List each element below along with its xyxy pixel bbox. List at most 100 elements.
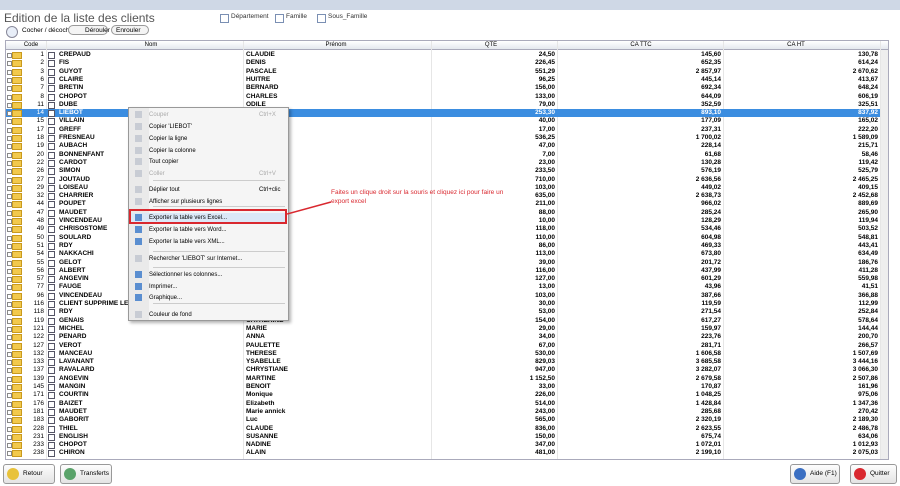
check-icon[interactable]: [6, 26, 18, 38]
table-row[interactable]: 55 GELOT 39,00 201,72 186,76: [6, 259, 880, 267]
table-row[interactable]: 118 RDY 53,00 271,54 252,84: [6, 308, 880, 317]
firstname-cell: YSABELLE: [246, 358, 281, 366]
filter-checkbox[interactable]: [220, 14, 229, 23]
table-row[interactable]: 116 CLIENT SUPPRIME LE 14-0 30,00 119,59 112…: [6, 300, 880, 308]
table-row[interactable]: 145 MANGIN BENOIT 33,00 170,87 161,96: [6, 383, 880, 391]
table-row[interactable]: 11 DUBE ODILE 79,00 352,59 325,51: [6, 101, 880, 109]
table-row[interactable]: 228 THIEL CLAUDE 836,00 2 623,55 2 486,78: [6, 425, 880, 433]
folder-icon: [12, 251, 22, 259]
footer-button[interactable]: Aide (F1): [790, 464, 840, 484]
table-row[interactable]: 1 CREPAUD CLAUDIE 24,50 145,60 130,78: [6, 51, 880, 59]
menu-item[interactable]: Déplier tout: [149, 187, 180, 193]
filter-label[interactable]: Département: [231, 13, 269, 20]
table-row[interactable]: 96 VINCENDEAU 103,00 387,66 366,88: [6, 292, 880, 300]
table-row[interactable]: 133 LAVANANT YSABELLE 829,03 3 685,58 3 444,1…: [6, 358, 880, 367]
header-bar: [6, 41, 888, 50]
filter-checkbox[interactable]: [317, 14, 326, 23]
table-row[interactable]: 183 GABORIT Luc 565,00 2 320,19 2 189,30: [6, 416, 880, 425]
table-row[interactable]: 44 POUPET 211,00 966,02 889,69: [6, 200, 880, 209]
table-row[interactable]: 171 COURTIN Monique 226,00 1 048,25 975,06: [6, 391, 880, 400]
table-row[interactable]: 3 GUYOT PASCALE 551,29 2 857,97 2 670,62: [6, 68, 880, 76]
menu-item[interactable]: Exporter la table vers Excel...: [149, 215, 228, 221]
menu-item[interactable]: Exporter la table vers Word...: [149, 227, 227, 233]
expand-button[interactable]: Dérouler: [68, 25, 110, 35]
menu-icon: [135, 255, 142, 262]
name-cell: BAIZET: [59, 399, 83, 407]
table-row[interactable]: 17 GREFF 17,00 237,31 222,20: [6, 126, 880, 134]
collapse-button[interactable]: Enrouler: [111, 25, 149, 35]
number-cell: 128,29: [701, 217, 721, 224]
table-row[interactable]: 233 CHOPOT NADINE 347,00 1 072,01 1 012,93: [6, 441, 880, 450]
table-row[interactable]: 127 VEROT PAULETTE 67,00 281,71 266,57: [6, 342, 880, 350]
table-row[interactable]: 56 ALBERT 116,00 437,99 411,28: [6, 267, 880, 275]
table-row[interactable]: 132 MANCEAU THERESE 530,00 1 606,58 1 507,69: [6, 350, 880, 358]
menu-item[interactable]: Couleur de fond: [149, 312, 192, 318]
filter-checkbox[interactable]: [275, 14, 284, 23]
table-row[interactable]: 6 CLAIRE HUITRE 96,25 445,14 413,67: [6, 76, 880, 84]
table-row[interactable]: 20 BONNENFANT 7,00 61,68 58,46: [6, 151, 880, 159]
menu-item[interactable]: Imprimer...: [149, 284, 178, 290]
column-header[interactable]: Prénom: [325, 42, 347, 48]
number-cell: 159,97: [701, 324, 721, 332]
table-row[interactable]: 22 CARDOT 23,00 130,28 119,42: [6, 159, 880, 167]
folder-icon: [12, 151, 22, 159]
menu-item[interactable]: Exporter la table vers XML...: [149, 239, 225, 245]
table-row[interactable]: 14 LIEBOT 253,30 893,10 837,92: [6, 109, 880, 118]
folder-icon: [12, 367, 22, 375]
column-header[interactable]: QTE: [484, 42, 498, 48]
button-label[interactable]: Aide (F1): [810, 470, 837, 477]
table-row[interactable]: 122 PENARD ANNA 34,00 223,76 200,70: [6, 333, 880, 342]
button-label[interactable]: Transferts: [80, 470, 110, 477]
number-cell: 617,27: [701, 316, 721, 324]
filter-label[interactable]: Famille: [286, 13, 307, 20]
table-row[interactable]: 48 VINCENDEAU 10,00 128,29 119,94: [6, 217, 880, 225]
table-row[interactable]: 49 CHRISOSTOME 118,00 534,46 503,52: [6, 225, 880, 234]
table-row[interactable]: 27 JOUTAUD 710,00 2 636,56 2 465,25: [6, 176, 880, 184]
menu-item[interactable]: Afficher sur plusieurs lignes: [149, 199, 223, 205]
table-row[interactable]: 231 ENGLISH SUSANNE 150,00 675,74 634,06: [6, 433, 880, 441]
table-row[interactable]: 51 RDY 86,00 469,33 443,41: [6, 242, 880, 250]
menu-item[interactable]: Copier la ligne: [149, 136, 188, 142]
folder-icon: [12, 301, 22, 308]
table-row[interactable]: 57 ANGEVIN 127,00 601,29 559,98: [6, 275, 880, 284]
menu-item[interactable]: Rechercher 'LIEBOT' sur Internet...: [149, 256, 243, 262]
table-row[interactable]: 8 CHOPOT CHARLES 133,00 644,09 606,19: [6, 93, 880, 101]
table-row[interactable]: 19 AUBACH 47,00 228,14 215,71: [6, 142, 880, 151]
button-label[interactable]: Retour: [23, 470, 43, 477]
check-label[interactable]: Cocher / décocher: [22, 27, 76, 34]
menu-item[interactable]: Tout copier: [149, 159, 179, 165]
code-cell: 96: [36, 291, 44, 299]
table-row[interactable]: 176 BAIZET Elizabeth 514,00 1 428,84 1 347,36: [6, 400, 880, 408]
table-row[interactable]: 139 ANGEVIN MARTINE 1 152,50 2 679,58 2 507,8…: [6, 375, 880, 383]
table-row[interactable]: 26 SIMON 233,50 576,19 525,79: [6, 167, 880, 176]
table-row[interactable]: 7 BRETIN BERNARD 156,00 692,34 648,24: [6, 84, 880, 93]
menu-item[interactable]: Graphique...: [149, 295, 183, 301]
button-label[interactable]: Quitter: [870, 470, 890, 477]
table-row[interactable]: 2 FIS DENIS 226,45 652,35 614,24: [6, 59, 880, 68]
table-row[interactable]: 29 LOISEAU 103,00 449,02 409,15: [6, 184, 880, 192]
column-header[interactable]: Code: [23, 42, 39, 48]
menu-item[interactable]: Copier la colonne: [149, 148, 196, 154]
number-cell: 548,81: [858, 233, 878, 241]
column-header[interactable]: CA HT: [787, 42, 805, 48]
column-header[interactable]: Nom: [144, 42, 158, 48]
table-row[interactable]: 32 CHARRIER 635,00 2 638,73 2 452,68: [6, 192, 880, 201]
table-row[interactable]: 50 SOULARD 110,00 604,98 548,81: [6, 234, 880, 242]
table-row[interactable]: 238 CHIRON ALAIN 481,00 2 199,10 2 075,03: [6, 449, 880, 458]
footer-button[interactable]: Quitter: [850, 464, 897, 484]
table-row[interactable]: 47 MAUDET 88,00 285,24 265,90: [6, 209, 880, 217]
code-cell: 27: [36, 175, 44, 183]
table-row[interactable]: 181 MAUDET Marie annick 243,00 285,68 270,42: [6, 408, 880, 416]
menu-item[interactable]: Copier 'LIEBOT': [149, 124, 192, 130]
footer-button[interactable]: Retour: [3, 464, 55, 484]
expand-icon: [7, 119, 12, 125]
table-row[interactable]: 121 MICHEL MARIE 29,00 159,97 144,44: [6, 325, 880, 333]
table-row[interactable]: 77 FAUGE 13,00 43,96 41,51: [6, 283, 880, 292]
footer-button[interactable]: Transferts: [60, 464, 112, 484]
number-cell: 270,42: [858, 407, 878, 415]
table-row[interactable]: 137 RAVALARD CHRYSTIANE 947,00 3 282,07 3 066…: [6, 366, 880, 375]
column-header[interactable]: CA TTC: [630, 42, 652, 48]
table-row[interactable]: 18 FRESNEAU 536,25 1 700,02 1 589,09: [6, 134, 880, 142]
menu-item[interactable]: Sélectionner les colonnes...: [149, 272, 223, 278]
filter-label[interactable]: Sous_Famille: [328, 13, 368, 20]
